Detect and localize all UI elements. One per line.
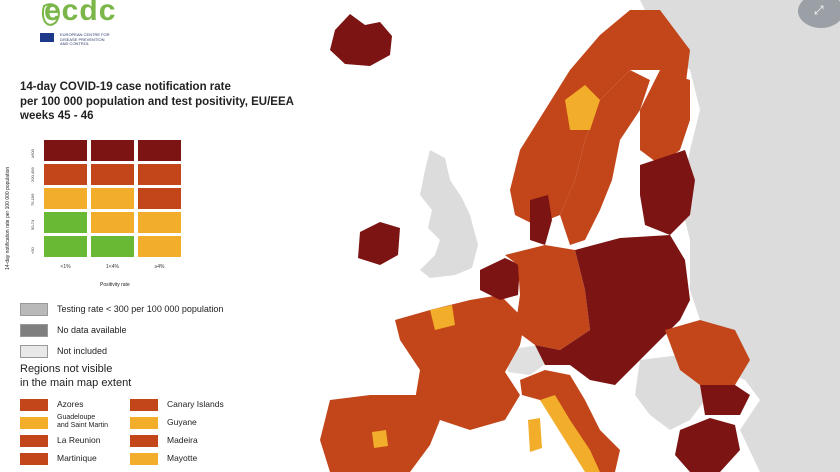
bulgaria — [700, 385, 750, 415]
iberia-orange — [372, 430, 388, 448]
legend-label: Testing rate < 300 per 100 000 populatio… — [57, 304, 224, 314]
legend-label: Not included — [57, 346, 108, 356]
region-label: Guadeloupe and Saint Martin — [57, 414, 108, 429]
sweden — [560, 70, 650, 245]
matrix-cell — [44, 212, 87, 233]
france-orange — [430, 305, 455, 330]
finland — [640, 70, 690, 165]
matrix-cell — [138, 188, 181, 209]
legend-swatch — [20, 345, 48, 358]
non-eu-land-east — [640, 0, 840, 472]
italy-orange — [540, 395, 600, 472]
region-swatch — [20, 453, 48, 465]
matrix-cell — [138, 236, 181, 257]
matrix-row-tick: <50 — [30, 247, 35, 254]
regions-title: Regions not visible in the main map exte… — [20, 363, 132, 389]
logo-leaf-icon — [42, 3, 60, 26]
region-swatch — [130, 435, 158, 447]
baltics — [640, 150, 695, 235]
matrix-y-axis-label: 14-day notification rate per 100 000 pop… — [5, 166, 11, 270]
region-swatch — [20, 435, 48, 447]
matrix-cell — [138, 164, 181, 185]
ecdc-org-name: EUROPEAN CENTRE FOR DISEASE PREVENTION A… — [60, 32, 110, 46]
matrix-row-tick: 50-74 — [30, 219, 35, 230]
region-swatch — [130, 453, 158, 465]
matrix-col-tick: 1<4% — [106, 264, 119, 270]
matrix-cell — [91, 164, 134, 185]
denmark — [530, 195, 552, 245]
romania — [665, 320, 750, 385]
matrix-cell — [91, 212, 134, 233]
eu-flag-icon — [40, 33, 54, 42]
matrix-cell — [91, 140, 134, 161]
matrix-row-tick: ≥500 — [30, 149, 35, 158]
sardinia — [528, 418, 542, 452]
region-swatch — [130, 417, 158, 429]
norway — [510, 10, 690, 225]
legend-label: No data available — [57, 325, 127, 335]
germany — [505, 245, 590, 350]
greece — [675, 418, 740, 472]
matrix-cell — [138, 140, 181, 161]
region-swatch — [20, 417, 48, 429]
ireland — [358, 222, 400, 265]
france — [395, 295, 525, 430]
region-label: Guyane — [167, 417, 197, 427]
region-label: Azores — [57, 399, 84, 409]
central-europe — [535, 235, 690, 385]
region-swatch — [20, 399, 48, 411]
ecdc-logo — [34, 0, 134, 48]
legend-swatch — [20, 303, 48, 316]
matrix-cell — [91, 188, 134, 209]
region-label: Madeira — [167, 435, 198, 445]
region-label: La Reunion — [57, 435, 101, 445]
benelux — [480, 258, 520, 300]
region-label: Martinique — [57, 453, 97, 463]
expand-icon[interactable]: ⤢ — [814, 3, 824, 17]
region-swatch — [130, 399, 158, 411]
matrix-col-tick: ≥4% — [154, 264, 165, 270]
matrix-cell — [44, 164, 87, 185]
matrix-cell — [44, 140, 87, 161]
legend-swatch — [20, 324, 48, 337]
matrix-cell — [91, 236, 134, 257]
expand-button[interactable] — [798, 0, 840, 28]
matrix-row-tick: 200-499 — [30, 167, 35, 182]
matrix-col-tick: <1% — [60, 264, 71, 270]
iceland — [330, 14, 392, 66]
sweden-orange — [565, 85, 600, 130]
matrix-row-tick: 75-199 — [30, 193, 35, 206]
region-label: Mayotte — [167, 453, 198, 463]
non-eu-land-uk — [420, 150, 478, 278]
matrix-cell — [44, 188, 87, 209]
ecdc-logo-text: ecdc — [44, 0, 117, 27]
matrix-cell — [138, 212, 181, 233]
matrix-x-axis-label: Positivity rate — [100, 282, 130, 288]
region-label: Canary Islands — [167, 399, 224, 409]
matrix-cell — [44, 236, 87, 257]
map-title: 14-day COVID-19 case notification rate p… — [20, 81, 294, 122]
